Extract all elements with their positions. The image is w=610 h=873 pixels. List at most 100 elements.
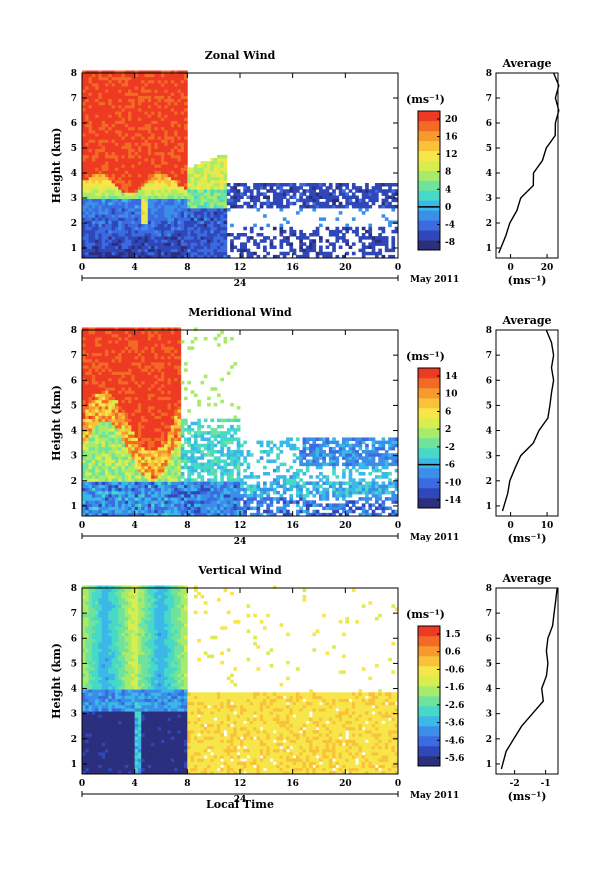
heatmap-cell — [151, 158, 155, 162]
heatmap-cell — [164, 412, 168, 416]
heatmap-cell — [236, 189, 241, 193]
heatmap-cell — [108, 154, 113, 159]
heatmap-cell — [134, 497, 139, 501]
heatmap-cell — [193, 481, 198, 485]
heatmap-cell — [371, 192, 376, 196]
heatmap-cell — [141, 396, 145, 401]
heatmap-cell — [213, 211, 218, 215]
heatmap-cell — [128, 465, 132, 470]
heatmap-cell — [124, 129, 129, 134]
heatmap-cell — [88, 111, 93, 115]
heatmap-cell — [95, 406, 99, 410]
heatmap-cell — [361, 254, 366, 259]
colorbar-swatch — [418, 120, 440, 132]
heatmap-cell — [147, 478, 152, 482]
heatmap-cell — [137, 76, 142, 81]
heatmap-cell — [328, 186, 333, 190]
heatmap-cell — [161, 214, 165, 218]
heatmap-cell — [105, 358, 109, 363]
heatmap-cell — [111, 487, 116, 492]
heatmap-cell — [141, 450, 145, 454]
heatmap-cell — [203, 211, 208, 215]
heatmap-cell — [124, 233, 129, 237]
heatmap-cell — [124, 327, 129, 332]
heatmap-cell — [114, 79, 119, 84]
heatmap-cell — [128, 73, 132, 78]
heatmap-cell — [101, 472, 106, 476]
heatmap-cell — [325, 239, 330, 243]
heatmap-cell — [95, 120, 99, 125]
heatmap-cell — [91, 503, 96, 507]
heatmap-cell — [147, 226, 152, 231]
heatmap-cell — [124, 362, 129, 366]
heatmap-cell — [108, 158, 113, 162]
heatmap-cell — [361, 242, 366, 246]
heatmap-cell — [167, 83, 172, 87]
heatmap-cell — [124, 104, 129, 109]
heatmap-cell — [111, 208, 116, 212]
heatmap-cell — [358, 198, 363, 203]
heatmap-cell — [197, 481, 201, 485]
heatmap-cell — [91, 92, 96, 96]
heatmap-cell — [118, 251, 122, 256]
heatmap-cell — [157, 415, 162, 419]
heatmap-cell — [309, 242, 313, 246]
heatmap-cell — [137, 418, 142, 423]
heatmap-cell — [151, 371, 155, 376]
heatmap-cell — [167, 214, 172, 218]
heatmap-cell — [394, 226, 399, 231]
heatmap-cell — [151, 428, 155, 432]
heatmap-cell — [151, 89, 155, 93]
heatmap-cell — [118, 330, 122, 335]
heatmap-cell — [128, 183, 132, 187]
heatmap-cell — [141, 208, 145, 212]
heatmap-cell — [82, 481, 86, 485]
heatmap-cell — [154, 384, 159, 388]
heatmap-cell — [98, 396, 103, 401]
heatmap-cell — [128, 95, 132, 100]
heatmap-cell — [332, 201, 336, 206]
heatmap-cell — [286, 251, 290, 256]
heatmap-cell — [147, 70, 152, 75]
heatmap-cell — [91, 387, 96, 391]
heatmap-cell — [91, 245, 96, 250]
heatmap-cell — [384, 189, 389, 193]
heatmap-cell — [82, 248, 86, 253]
heatmap-cell — [134, 223, 139, 228]
heatmap-cell — [223, 204, 228, 209]
heatmap-cell — [184, 500, 188, 504]
heatmap-cell — [164, 170, 168, 175]
heatmap-cell — [184, 126, 188, 131]
heatmap-cell — [236, 204, 241, 209]
heatmap-cell — [170, 204, 175, 209]
heatmap-cell — [157, 434, 162, 438]
heatmap-cell — [180, 73, 185, 78]
heatmap-cell — [144, 472, 149, 476]
heatmap-cell — [177, 198, 182, 203]
heatmap-cell — [299, 239, 303, 243]
heatmap-cell — [157, 509, 162, 514]
heatmap-cell — [200, 201, 205, 206]
heatmap-cell — [121, 195, 126, 200]
heatmap-cell — [101, 494, 106, 498]
heatmap-cell — [128, 390, 132, 394]
heatmap-cell — [302, 248, 307, 253]
heatmap-cell — [131, 475, 136, 479]
heatmap-cell — [128, 208, 132, 212]
heatmap-cell — [180, 117, 185, 121]
heatmap-cell — [134, 229, 139, 234]
heatmap-cell — [167, 89, 172, 93]
heatmap-cell — [121, 393, 126, 398]
heatmap-cell — [111, 70, 116, 75]
heatmap-cell — [170, 343, 175, 347]
heatmap-cell — [374, 186, 379, 190]
heatmap-cell — [128, 494, 132, 498]
heatmap-cell — [95, 497, 99, 501]
heatmap-cell — [141, 133, 145, 137]
heatmap-cell — [128, 251, 132, 256]
heatmap-cell — [207, 201, 211, 206]
heatmap-cell — [167, 443, 172, 448]
heatmap-cell — [124, 176, 129, 181]
heatmap-cell — [137, 380, 142, 385]
heatmap-cell — [177, 236, 182, 240]
